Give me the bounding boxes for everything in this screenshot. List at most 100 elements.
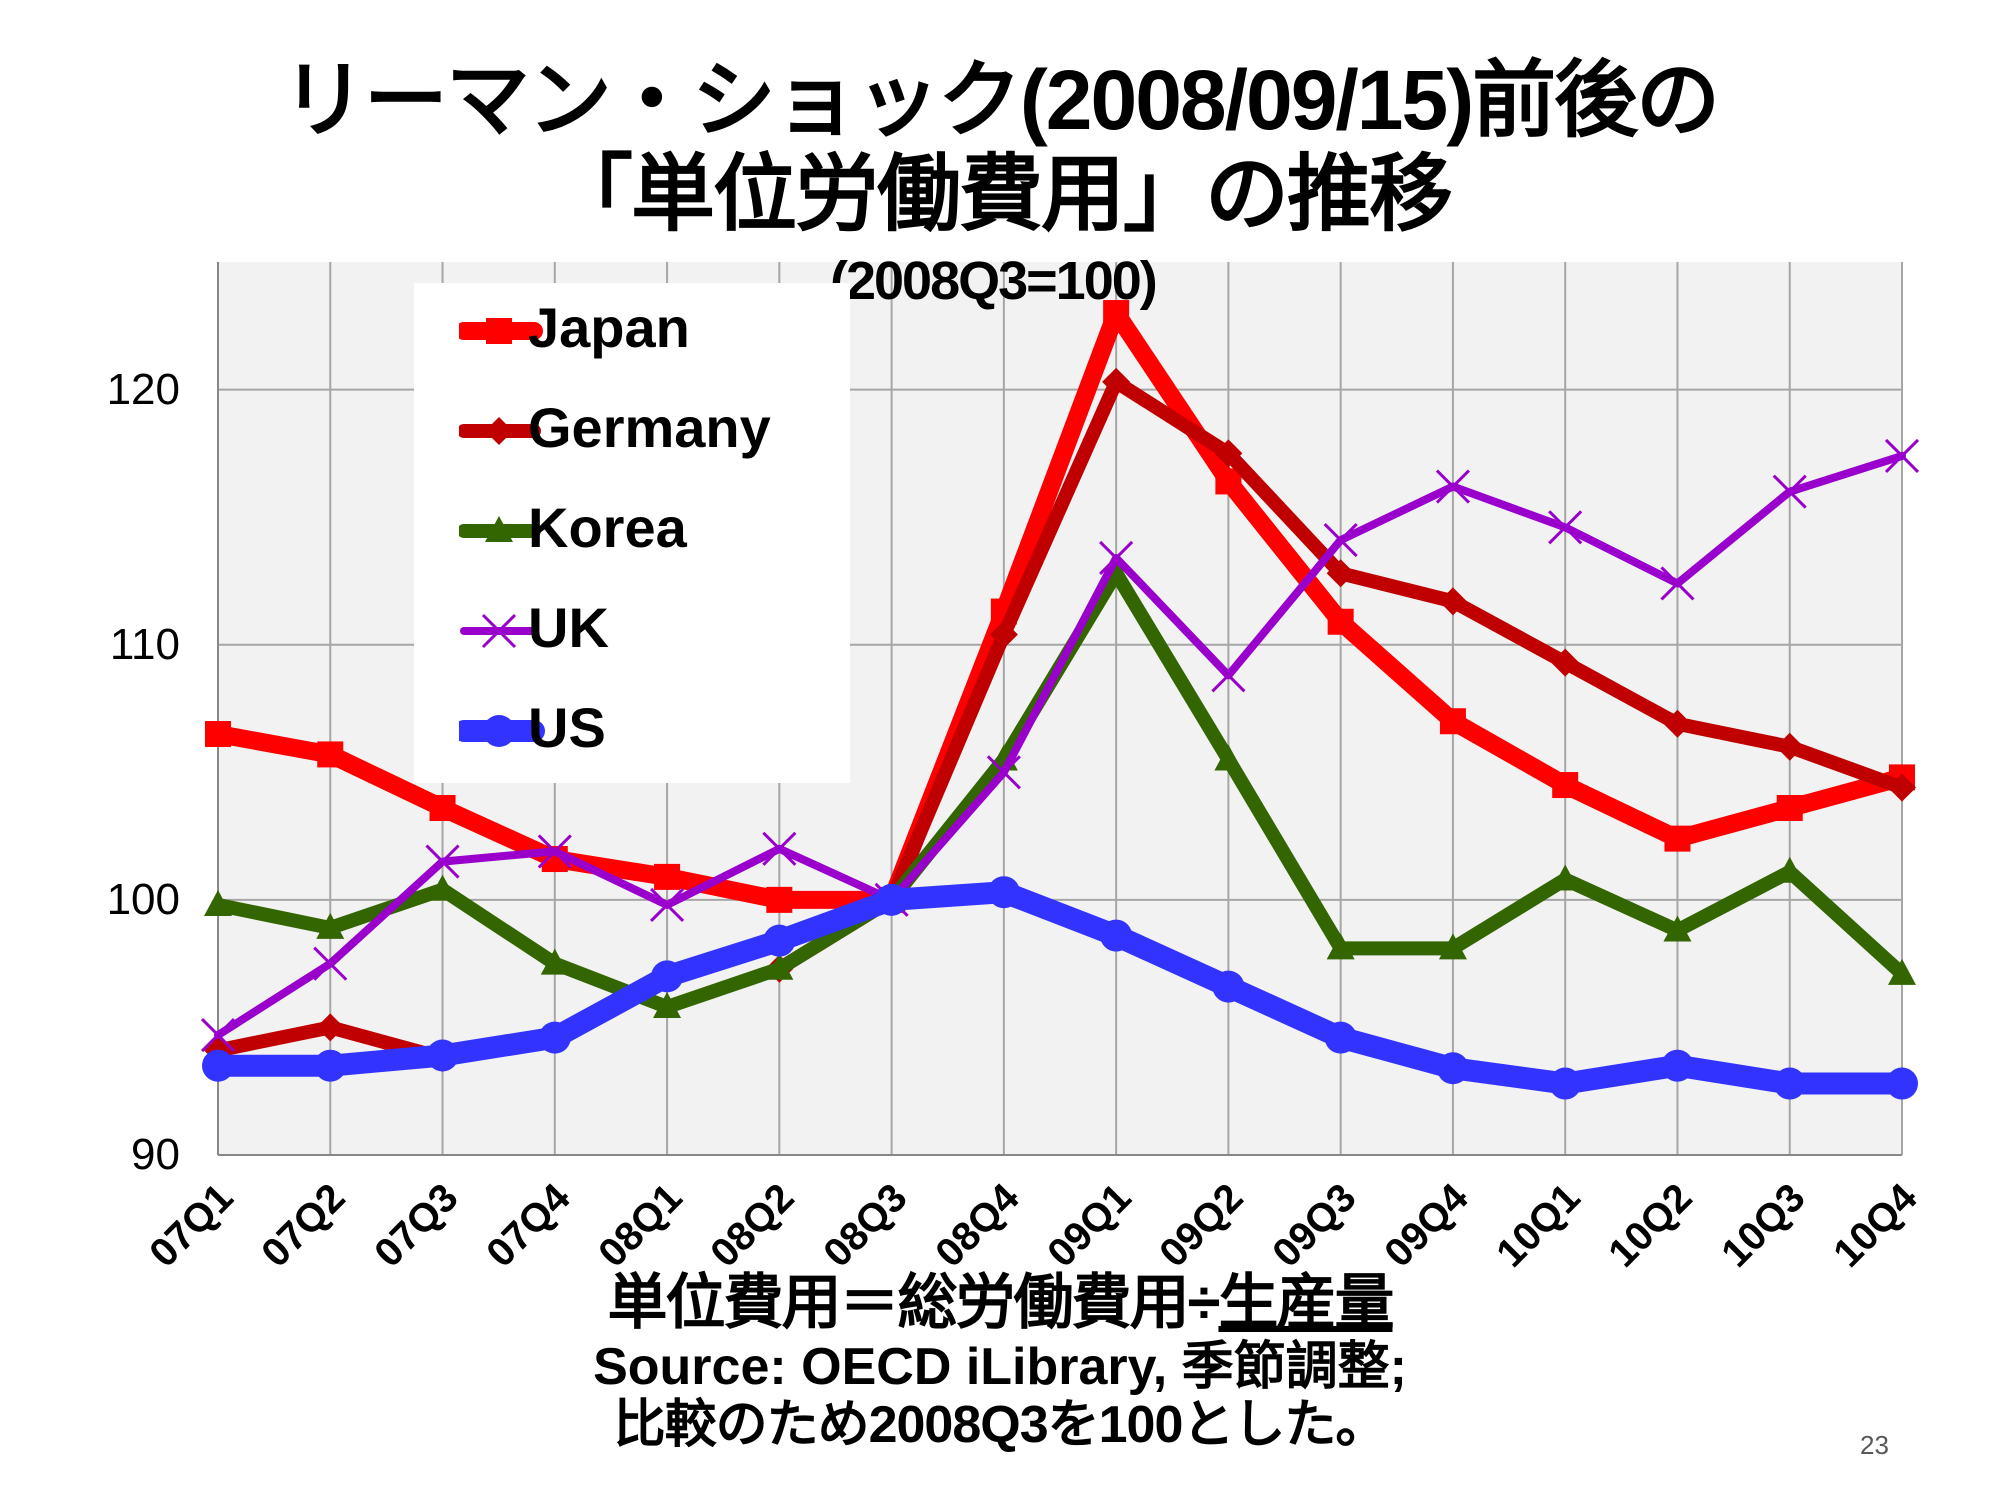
- data-point: [429, 795, 456, 822]
- note-text: 比較のため2008Q3を100とした。: [613, 1396, 1388, 1454]
- data-point: [654, 863, 681, 890]
- legend-item-us: US: [414, 693, 850, 763]
- data-point: [1775, 856, 1804, 883]
- data-point: [1323, 523, 1358, 558]
- data-point: [1326, 933, 1355, 960]
- data-point: [1551, 648, 1580, 677]
- data-point: [1773, 1067, 1806, 1100]
- data-point: [1439, 708, 1466, 735]
- page-number: 23: [1860, 1430, 1889, 1460]
- legend-label: US: [528, 696, 606, 759]
- data-point: [205, 721, 231, 748]
- y-tick-label: 110: [109, 619, 180, 669]
- y-tick-label: 90: [131, 1130, 180, 1179]
- data-point: [1888, 773, 1916, 802]
- data-point: [1775, 732, 1804, 761]
- y-tick-label: 120: [106, 364, 180, 414]
- data-point: [651, 960, 684, 993]
- data-point: [875, 883, 908, 916]
- data-point: [1099, 540, 1134, 576]
- data-point: [316, 912, 345, 939]
- data-point: [314, 1049, 347, 1082]
- data-point: [1888, 958, 1916, 985]
- data-point: [1664, 825, 1691, 852]
- legend-swatch: [459, 417, 541, 445]
- data-point: [1884, 438, 1920, 473]
- data-point: [763, 924, 796, 957]
- data-point: [1211, 658, 1246, 693]
- data-point: [540, 948, 569, 975]
- data-point: [1438, 933, 1467, 960]
- series-us: [202, 876, 1918, 1100]
- legend-swatch: [459, 318, 543, 344]
- data-point: [538, 1021, 571, 1054]
- data-point: [762, 831, 797, 866]
- data-point: [1214, 744, 1243, 771]
- data-point: [650, 887, 685, 923]
- chart-subtitle: (2008Q3=100): [830, 251, 1158, 311]
- data-point: [989, 620, 1018, 649]
- data-point: [1661, 1049, 1694, 1082]
- formula-main: 単位費用＝総労働費用÷: [607, 1269, 1221, 1336]
- legend-label: Japan: [528, 296, 690, 359]
- legend-label: UK: [528, 596, 609, 659]
- data-point: [987, 876, 1020, 909]
- data-point: [1776, 795, 1803, 822]
- chart-legend: Japan Germany Korea UK US: [414, 283, 850, 783]
- data-point: [428, 874, 457, 901]
- legend-marker: [481, 613, 517, 649]
- chart-title-line2: 「単位労働費用」の推移: [548, 147, 1453, 241]
- data-point: [1552, 772, 1579, 799]
- series-line: [207, 881, 1913, 1095]
- data-point: [1886, 1067, 1918, 1100]
- legend-item-korea: Korea: [414, 493, 850, 563]
- data-point: [1551, 864, 1580, 891]
- data-point: [1100, 919, 1133, 952]
- legend-marker: [486, 318, 512, 344]
- data-point: [1772, 474, 1807, 509]
- data-point: [313, 946, 348, 981]
- legend-label: Germany: [528, 396, 771, 459]
- legend-marker: [483, 715, 515, 747]
- data-point: [1324, 1021, 1357, 1054]
- data-point: [317, 741, 344, 768]
- data-point: [1548, 510, 1583, 545]
- legend-item-uk: UK: [414, 593, 850, 663]
- formula-text: 単位費用＝総労働費用÷生産量: [0, 1268, 2000, 1338]
- data-point: [1214, 439, 1243, 468]
- legend-item-germany: Germany: [414, 393, 850, 463]
- data-point: [1663, 915, 1692, 942]
- chart-title-line1: リーマン・ショック(2008/09/15)前後の: [281, 53, 1720, 147]
- series-uk: [200, 438, 1920, 1053]
- series-line: [209, 304, 1911, 909]
- data-point: [204, 889, 232, 916]
- data-point: [1660, 566, 1695, 601]
- data-point: [766, 886, 793, 913]
- data-point: [200, 1018, 236, 1053]
- formula-underlined: 生産量: [1218, 1269, 1394, 1336]
- data-point: [202, 1049, 234, 1082]
- data-point: [1327, 608, 1354, 635]
- legend-marker: [485, 516, 513, 542]
- data-point: [1326, 559, 1355, 588]
- data-point: [1436, 1052, 1469, 1085]
- data-point: [1549, 1067, 1582, 1100]
- data-point: [1102, 367, 1131, 396]
- data-point: [1212, 970, 1245, 1003]
- data-point: [986, 755, 1021, 790]
- data-point: [653, 992, 682, 1019]
- data-point: [1103, 300, 1130, 327]
- legend-swatch: [459, 516, 541, 542]
- source-text: Source: OECD iLibrary, 季節調整;: [593, 1338, 1407, 1396]
- data-point: [1438, 587, 1467, 616]
- data-point: [765, 953, 794, 980]
- legend-item-japan: Japan: [414, 293, 850, 363]
- series-line: [214, 451, 1906, 1040]
- data-point: [426, 1039, 459, 1072]
- data-point: [1435, 469, 1470, 504]
- data-point: [1663, 709, 1692, 738]
- data-point: [537, 834, 572, 869]
- legend-marker: [485, 417, 513, 445]
- legend-label: Korea: [528, 496, 687, 559]
- y-tick-label: 100: [106, 874, 180, 924]
